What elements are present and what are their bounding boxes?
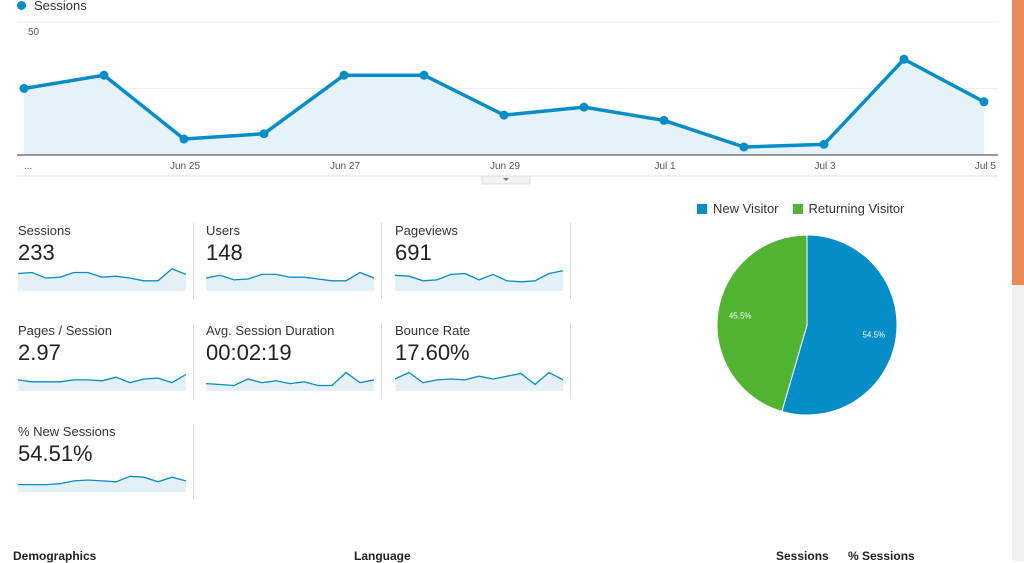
sparkline-area <box>206 272 374 291</box>
x-tick-label: Jun 25 <box>170 161 200 172</box>
sessions-point[interactable] <box>899 54 909 64</box>
pct-sessions-column-header[interactable]: % Sessions <box>848 549 915 563</box>
metric-sparkline <box>18 373 186 391</box>
metric-label: Pageviews <box>395 223 458 238</box>
sparkline-line <box>395 371 563 386</box>
sessions-point[interactable] <box>739 142 749 152</box>
metric-card-users[interactable]: Users 148 <box>206 223 382 299</box>
metric-value: 148 <box>206 240 243 265</box>
metric-label: Sessions <box>18 223 71 238</box>
metric-label: Pages / Session <box>18 323 112 338</box>
pie-slice-returning-visitor[interactable] <box>716 234 808 413</box>
sessions-point[interactable] <box>659 115 669 125</box>
visitor-pie-chart: 54.5% 45.5% <box>716 234 898 416</box>
chevron-down-icon <box>503 178 509 181</box>
sparkline-area <box>395 372 563 391</box>
metric-label: Bounce Rate <box>395 323 471 338</box>
pie-slice-label: 45.5% <box>729 311 752 320</box>
sessions-point[interactable] <box>579 102 589 112</box>
metric-card-bounce-rate[interactable]: Bounce Rate 17.60% <box>395 323 571 399</box>
x-tick-label: Jul 3 <box>814 161 836 172</box>
sessions-point[interactable] <box>339 70 349 80</box>
metric-label: % New Sessions <box>18 424 116 439</box>
sparkline-area <box>18 374 186 391</box>
metric-card-sessions[interactable]: Sessions 233 <box>18 223 194 299</box>
metric-value: 17.60% <box>395 340 470 365</box>
metric-sparkline <box>395 371 563 391</box>
sparkline-line <box>206 371 374 387</box>
demographics-heading: Demographics <box>13 549 97 563</box>
metric-card-pageviews[interactable]: Pageviews 691 <box>395 223 571 299</box>
sessions-point[interactable] <box>499 110 509 120</box>
sessions-legend-label: Sessions <box>34 0 87 13</box>
vertical-scrollbar[interactable] <box>1012 0 1024 561</box>
sessions-column-header[interactable]: Sessions <box>776 549 829 563</box>
x-tick-label: Jun 29 <box>490 161 520 172</box>
pie-legend-new-visitor[interactable]: New Visitor <box>697 201 779 216</box>
pie-legend: New Visitor Returning Visitor <box>697 201 904 216</box>
y-tick-label: 50 <box>28 27 40 38</box>
x-tick-label: ... <box>24 161 32 172</box>
language-heading: Language <box>354 549 411 563</box>
returning-visitor-swatch <box>792 203 803 214</box>
metric-card-pages-session[interactable]: Pages / Session 2.97 <box>18 323 194 399</box>
metric-sparkline <box>18 268 186 291</box>
pie-legend-returning-visitor[interactable]: Returning Visitor <box>792 201 905 216</box>
sparkline-line <box>18 268 186 282</box>
sparkline-line <box>18 475 186 486</box>
metric-label: Users <box>206 223 240 238</box>
sessions-area <box>24 59 984 155</box>
metric-card-new-sessions[interactable]: % New Sessions 54.51% <box>18 424 194 500</box>
pie-slice-new-visitor[interactable] <box>781 234 898 416</box>
x-tick-label: Jul 1 <box>654 161 676 172</box>
chart-legend: Sessions <box>17 0 87 13</box>
sessions-point[interactable] <box>819 139 829 149</box>
metric-value: 233 <box>18 240 55 265</box>
new-visitor-label: New Visitor <box>713 201 779 216</box>
metric-value: 54.51% <box>18 441 93 466</box>
sessions-point[interactable] <box>979 97 989 107</box>
sparkline-area <box>18 476 186 492</box>
sparkline-area <box>206 372 374 391</box>
sparkline-area <box>395 270 563 291</box>
sparkline-line <box>18 373 186 384</box>
metric-label: Avg. Session Duration <box>206 323 335 338</box>
chart-expand-handle[interactable] <box>481 175 531 185</box>
sparkline-line <box>206 271 374 282</box>
new-visitor-swatch <box>697 203 707 214</box>
x-tick-label: Jun 27 <box>330 161 360 172</box>
sessions-point[interactable] <box>179 134 189 144</box>
metric-sparkline <box>18 475 186 492</box>
metric-value: 2.97 <box>18 340 61 365</box>
metric-sparkline <box>206 271 374 291</box>
sessions-legend-dot <box>17 1 26 10</box>
sparkline-line <box>395 270 563 283</box>
metric-value: 00:02:19 <box>206 340 292 365</box>
scrollbar-thumb[interactable] <box>1012 0 1024 285</box>
returning-visitor-label: Returning Visitor <box>808 201 905 216</box>
metric-value: 691 <box>395 240 432 265</box>
metric-sparkline <box>395 270 563 291</box>
x-tick-label: Jul 5 <box>975 161 997 172</box>
metric-card-avg-session-duration[interactable]: Avg. Session Duration 00:02:19 <box>206 323 382 399</box>
sessions-point[interactable] <box>259 129 269 139</box>
sessions-point[interactable] <box>419 70 429 80</box>
sessions-point[interactable] <box>19 84 29 93</box>
sparkline-area <box>18 268 186 291</box>
sessions-point[interactable] <box>99 70 109 80</box>
metric-sparkline <box>206 371 374 391</box>
pie-slice-label: 54.5% <box>862 331 885 340</box>
